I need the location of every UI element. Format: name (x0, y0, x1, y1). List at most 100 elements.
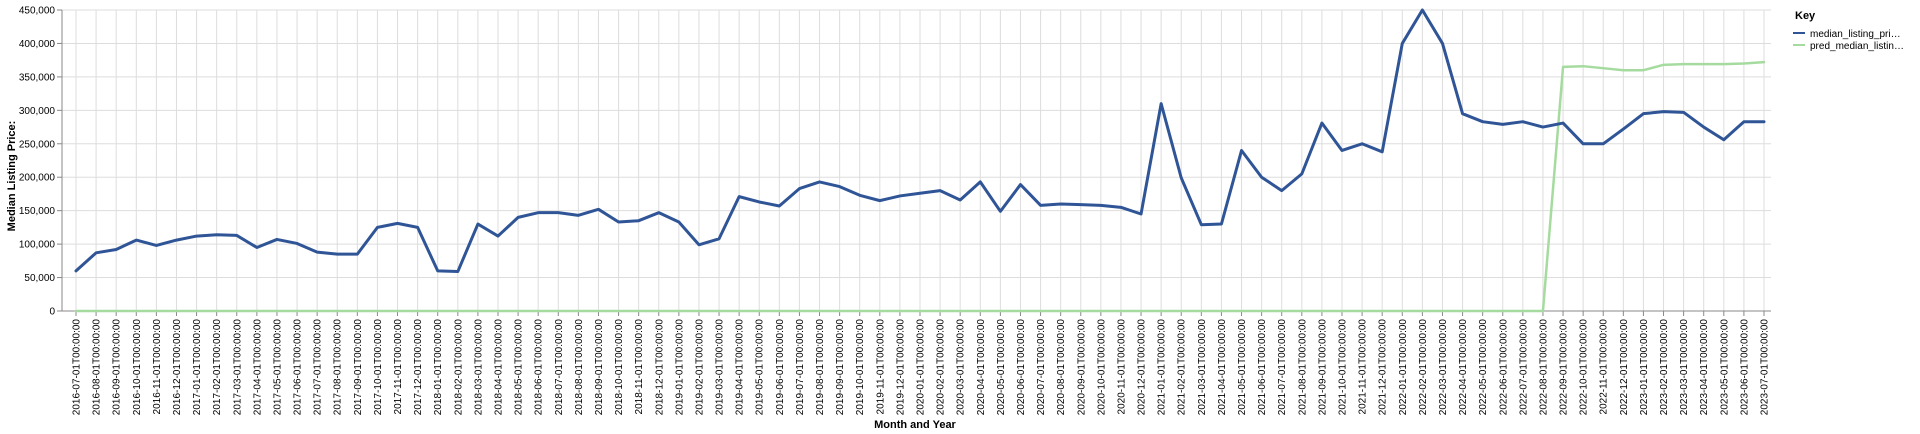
y-tick-labels: 0 50,000 100,000 150,000 200,000 250,000 300,0… (19, 6, 56, 318)
y-tick-label: 100,000 (19, 240, 56, 251)
x-tick-label: 2019-03-01T00:00:00 (715, 319, 726, 416)
x-axis-title: Month and Year (874, 419, 956, 431)
x-tick-label: 2021-12-01T00:00:00 (1378, 319, 1389, 416)
x-tick-label: 2018-12-01T00:00:00 (654, 319, 665, 416)
x-tick-label: 2022-03-01T00:00:00 (1438, 319, 1449, 416)
x-tick-label: 2019-09-01T00:00:00 (835, 319, 846, 416)
x-tick-label: 2018-04-01T00:00:00 (494, 319, 505, 416)
x-tick-label: 2021-05-01T00:00:00 (1237, 319, 1248, 416)
series-line-median-listing-price (74, 8, 1766, 274)
x-tick-label: 2020-01-01T00:00:00 (916, 319, 927, 416)
x-tick-label: 2022-05-01T00:00:00 (1478, 319, 1489, 416)
y-tick-label: 200,000 (19, 173, 56, 184)
legend: Key median_listing_pri… pred_median_list… (1793, 10, 1904, 52)
x-tick-label: 2023-03-01T00:00:00 (1679, 319, 1690, 416)
x-tick-label: 2021-02-01T00:00:00 (1177, 319, 1188, 416)
y-tick-label: 450,000 (19, 6, 56, 17)
x-tick-label: 2020-03-01T00:00:00 (956, 319, 967, 416)
x-tick-label: 2017-01-01T00:00:00 (192, 319, 203, 416)
x-tick-label: 2017-07-01T00:00:00 (313, 319, 324, 416)
x-tick-label: 2020-06-01T00:00:00 (1016, 319, 1027, 416)
y-tick-label: 250,000 (19, 139, 56, 150)
x-tick-label: 2017-09-01T00:00:00 (353, 319, 364, 416)
x-tick-label: 2022-06-01T00:00:00 (1498, 319, 1509, 416)
x-tick-label: 2019-04-01T00:00:00 (735, 319, 746, 416)
x-tick-label: 2019-11-01T00:00:00 (875, 319, 886, 415)
x-tick-label: 2020-05-01T00:00:00 (996, 319, 1007, 416)
x-tick-label: 2018-05-01T00:00:00 (514, 319, 525, 416)
x-tick-label: 2020-04-01T00:00:00 (976, 319, 987, 416)
y-tick-label: 150,000 (19, 206, 56, 217)
x-tick-label: 2018-03-01T00:00:00 (473, 319, 484, 416)
x-tick-label: 2022-11-01T00:00:00 (1599, 319, 1610, 415)
x-tick-label: 2023-01-01T00:00:00 (1639, 319, 1650, 416)
x-tick-label: 2016-09-01T00:00:00 (112, 319, 123, 416)
y-tick-label: 350,000 (19, 72, 56, 83)
x-tick-label: 2018-09-01T00:00:00 (594, 319, 605, 416)
x-tick-label: 2018-01-01T00:00:00 (433, 319, 444, 416)
x-tick-label: 2017-02-01T00:00:00 (212, 319, 223, 416)
x-tick-label: 2020-02-01T00:00:00 (936, 319, 947, 416)
x-tick-label: 2016-10-01T00:00:00 (132, 319, 143, 416)
x-tick-label: 2022-09-01T00:00:00 (1559, 319, 1570, 416)
x-tick-label: 2017-11-01T00:00:00 (393, 319, 404, 415)
y-tick-label: 300,000 (19, 106, 56, 117)
legend-label-pred: pred_median_listin… (1810, 41, 1904, 52)
x-tick-label: 2017-03-01T00:00:00 (232, 319, 243, 416)
x-tick-label: 2017-06-01T00:00:00 (293, 319, 304, 416)
x-tick-label: 2023-06-01T00:00:00 (1739, 319, 1750, 416)
legend-title: Key (1795, 10, 1816, 22)
x-tick-label: 2018-02-01T00:00:00 (453, 319, 464, 416)
series-lines (74, 8, 1766, 313)
x-tick-label: 2022-04-01T00:00:00 (1458, 319, 1469, 416)
legend-label-median: median_listing_pri… (1810, 29, 1901, 40)
x-tick-label: 2022-07-01T00:00:00 (1518, 319, 1529, 416)
x-tick-label: 2022-12-01T00:00:00 (1619, 319, 1630, 416)
x-tick-label: 2023-07-01T00:00:00 (1760, 319, 1771, 416)
x-tick-label: 2019-05-01T00:00:00 (755, 319, 766, 416)
series-line-pred-median-listing-price (74, 60, 1766, 313)
y-tick-label: 0 (49, 307, 55, 318)
x-tick-label: 2017-12-01T00:00:00 (413, 319, 424, 416)
y-tick-label: 50,000 (24, 273, 55, 284)
x-tick-label: 2019-02-01T00:00:00 (694, 319, 705, 416)
x-tick-label: 2019-01-01T00:00:00 (674, 319, 685, 416)
x-tick-label: 2020-07-01T00:00:00 (1036, 319, 1047, 416)
x-tick-label: 2019-12-01T00:00:00 (895, 319, 906, 416)
x-tick-label: 2023-02-01T00:00:00 (1659, 319, 1670, 416)
x-tick-label: 2017-04-01T00:00:00 (252, 319, 263, 416)
x-tick-label: 2019-06-01T00:00:00 (775, 319, 786, 416)
x-tick-label: 2022-01-01T00:00:00 (1398, 319, 1409, 416)
y-tick-label: 400,000 (19, 39, 56, 50)
x-tick-label: 2018-08-01T00:00:00 (574, 319, 585, 416)
x-tick-label: 2021-07-01T00:00:00 (1277, 319, 1288, 416)
x-tick-label: 2021-01-01T00:00:00 (1157, 319, 1168, 416)
x-tick-label: 2020-08-01T00:00:00 (1056, 319, 1067, 416)
x-tick-label: 2023-04-01T00:00:00 (1699, 319, 1710, 416)
x-tick-label: 2019-10-01T00:00:00 (855, 319, 866, 416)
x-tick-label: 2018-06-01T00:00:00 (534, 319, 545, 416)
x-tick-label: 2019-08-01T00:00:00 (815, 319, 826, 416)
x-tick-label: 2018-10-01T00:00:00 (614, 319, 625, 416)
x-tick-label: 2021-08-01T00:00:00 (1297, 319, 1308, 416)
x-tick-label: 2020-11-01T00:00:00 (1116, 319, 1127, 415)
x-tick-label: 2016-11-01T00:00:00 (152, 319, 163, 415)
x-tick-label: 2019-07-01T00:00:00 (795, 319, 806, 416)
x-tick-label: 2022-08-01T00:00:00 (1538, 319, 1549, 416)
x-tick-label: 2022-10-01T00:00:00 (1579, 319, 1590, 416)
x-tick-labels: 2016-07-01T00:00:00 2016-08-01T00:00:00 20… (72, 319, 1771, 416)
x-tick-label: 2020-10-01T00:00:00 (1096, 319, 1107, 416)
x-tick-label: 2020-12-01T00:00:00 (1137, 319, 1148, 416)
x-tick-label: 2022-02-01T00:00:00 (1418, 319, 1429, 416)
x-tick-label: 2016-08-01T00:00:00 (92, 319, 103, 416)
x-tick-label: 2021-09-01T00:00:00 (1317, 319, 1328, 416)
x-tick-label: 2017-08-01T00:00:00 (333, 319, 344, 416)
gridlines (62, 9, 1771, 312)
x-tick-label: 2020-09-01T00:00:00 (1076, 319, 1087, 416)
x-tick-label: 2017-10-01T00:00:00 (373, 319, 384, 416)
x-tick-label: 2021-10-01T00:00:00 (1338, 319, 1349, 416)
x-tick-label: 2018-07-01T00:00:00 (554, 319, 565, 416)
x-tick-label: 2016-12-01T00:00:00 (172, 319, 183, 416)
x-tick-label: 2021-04-01T00:00:00 (1217, 319, 1228, 416)
